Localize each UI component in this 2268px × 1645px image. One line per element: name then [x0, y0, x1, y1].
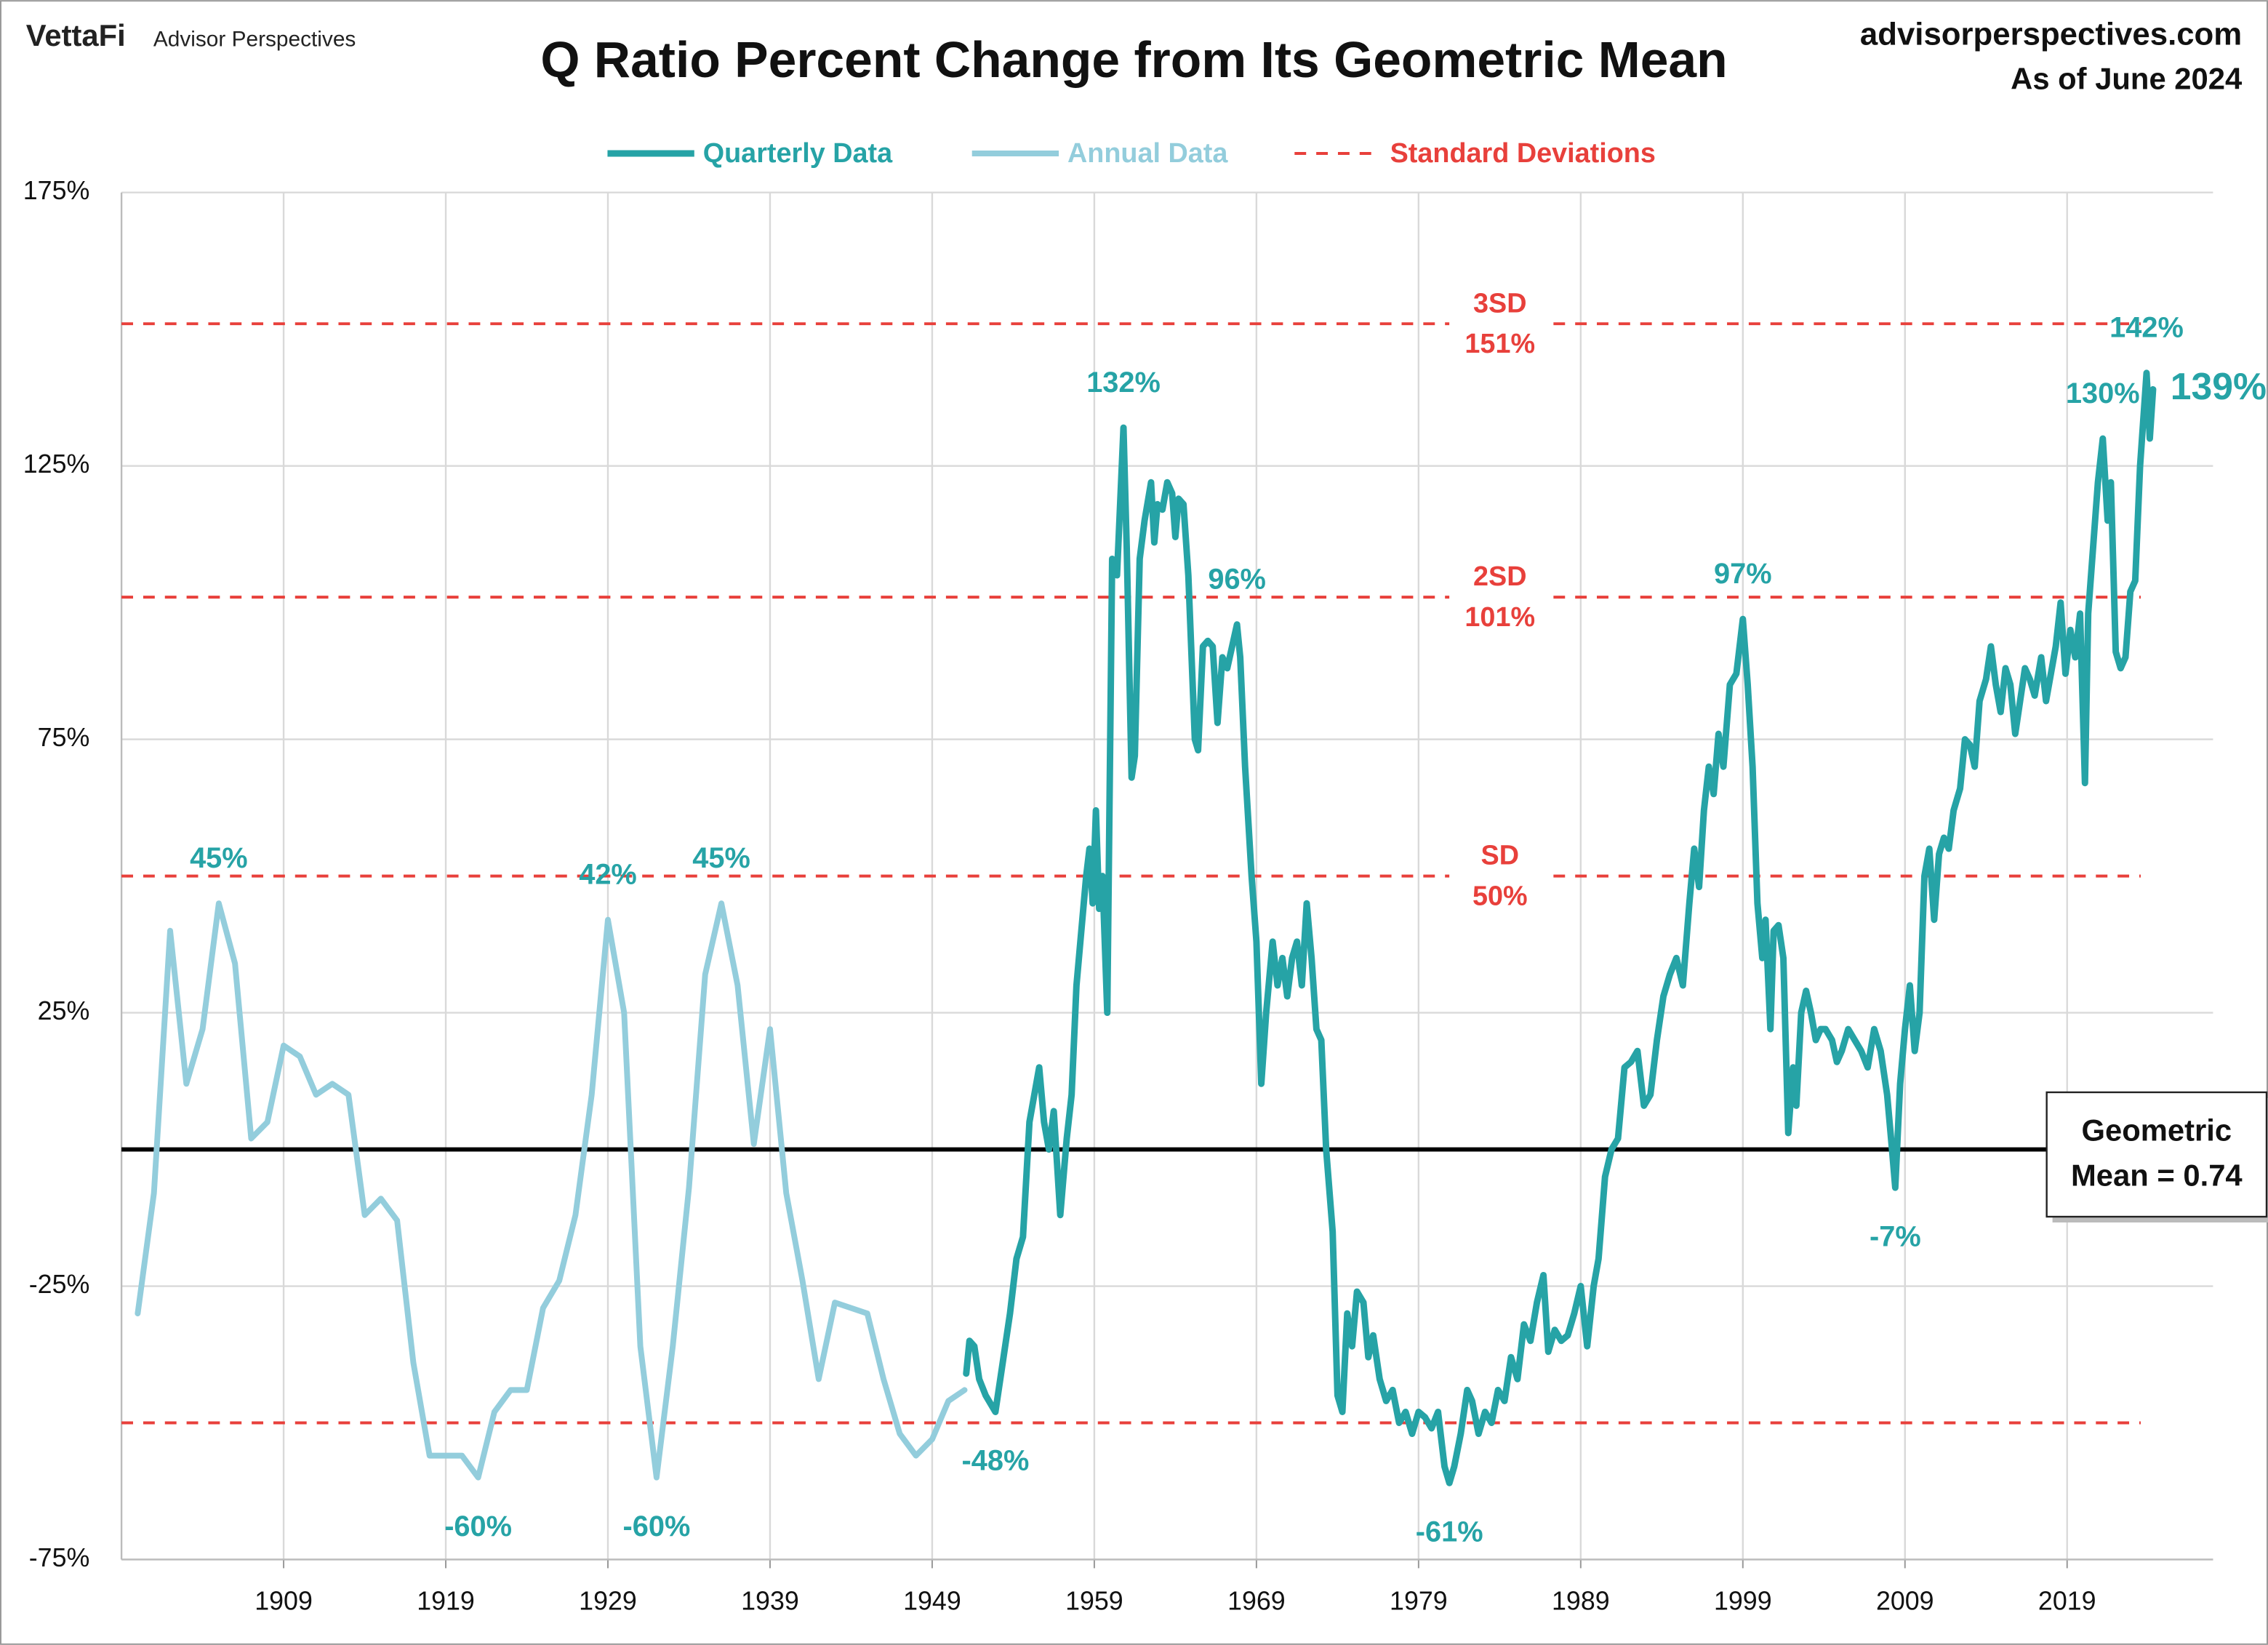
- x-tick-label: 1939: [741, 1587, 799, 1616]
- brand: VettaFi: [26, 18, 126, 52]
- y-tick-label: 25%: [38, 996, 90, 1025]
- series-line: [135, 900, 968, 1481]
- y-tick-label: 75%: [38, 723, 90, 752]
- y-tick-label: -25%: [29, 1270, 90, 1299]
- annotation: 42%: [579, 859, 637, 891]
- series-line: [963, 369, 2157, 1486]
- x-tick-label: 2009: [1876, 1587, 1934, 1616]
- legend-label: Annual Data: [1067, 138, 1228, 169]
- annotation: -60%: [444, 1510, 512, 1542]
- legend-label: Quarterly Data: [703, 138, 893, 169]
- mean-label: Mean = 0.74: [2071, 1158, 2243, 1192]
- annotation: 132%: [1086, 367, 1161, 399]
- sd-label-value: 101%: [1464, 602, 1535, 633]
- sd-label-bg: [1449, 286, 1551, 361]
- chart-title: Q Ratio Percent Change from Its Geometri…: [540, 31, 1727, 88]
- x-tick-label: 2019: [2038, 1587, 2096, 1616]
- source: advisorperspectives.com: [1860, 16, 2242, 52]
- brand-sub: Advisor Perspectives: [153, 28, 356, 52]
- sd-label-bg: [1449, 559, 1551, 635]
- sd-label-name: SD: [1481, 841, 1519, 871]
- x-tick-label: 1999: [1714, 1587, 1772, 1616]
- x-tick-label: 1929: [579, 1587, 637, 1616]
- annotation: 45%: [692, 842, 750, 874]
- annotation: -60%: [622, 1510, 690, 1542]
- x-tick-label: 1909: [255, 1587, 313, 1616]
- annotation: 142%: [2109, 312, 2184, 344]
- x-tick-label: 1989: [1552, 1587, 1610, 1616]
- annotation: 96%: [1208, 564, 1266, 596]
- x-tick-label: 1979: [1390, 1587, 1448, 1616]
- sd-label-bg: [1449, 838, 1551, 914]
- sd-label-name: 3SD: [1473, 288, 1527, 319]
- x-tick-label: 1919: [417, 1587, 475, 1616]
- annotation: -48%: [961, 1445, 1029, 1477]
- mean-label: Geometric: [2082, 1113, 2232, 1148]
- x-tick-label: 1969: [1227, 1587, 1286, 1616]
- annotation: 139%: [2171, 365, 2267, 407]
- y-tick-label: -75%: [29, 1543, 90, 1572]
- mean-box: [2045, 1091, 2268, 1218]
- sd-label-value: 50%: [1472, 881, 1528, 911]
- y-tick-label: 125%: [23, 449, 90, 479]
- y-tick-label: 175%: [23, 176, 90, 205]
- sd-label-name: 2SD: [1473, 561, 1527, 592]
- annotation: -7%: [1870, 1220, 1921, 1252]
- annotation: 97%: [1714, 558, 1772, 590]
- date-note: As of June 2024: [2011, 62, 2242, 96]
- sd-label-value: 151%: [1464, 329, 1535, 359]
- x-tick-label: 1949: [903, 1587, 961, 1616]
- annotation: 130%: [2066, 377, 2140, 409]
- annotation: 45%: [190, 842, 248, 874]
- annotation: -61%: [1416, 1516, 1483, 1548]
- legend-label: Standard Deviations: [1390, 138, 1656, 169]
- x-tick-label: 1959: [1065, 1587, 1123, 1616]
